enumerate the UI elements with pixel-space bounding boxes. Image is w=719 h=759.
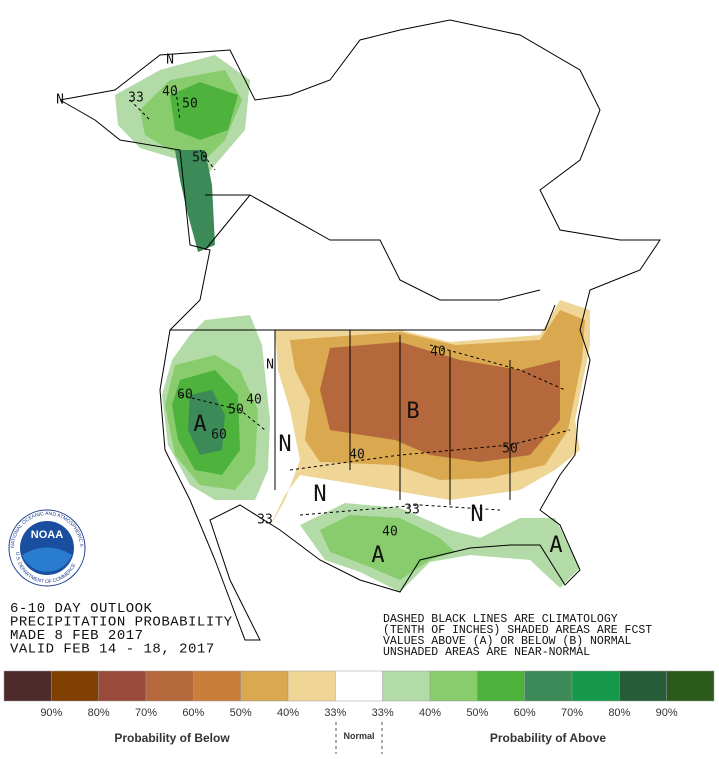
legend-swatch	[429, 670, 478, 702]
legend-label: 80%	[608, 707, 630, 719]
legend-label: 33%	[372, 707, 394, 719]
note-line: UNSHADED AREAS ARE NEAR-NORMAL	[383, 646, 590, 659]
map-label: B	[406, 399, 419, 424]
map-label: 50	[192, 151, 208, 166]
legend-swatch	[287, 670, 336, 702]
map-label: N	[313, 482, 326, 507]
legend-above: Probability of Above	[490, 731, 607, 745]
east-below-50	[320, 342, 560, 462]
map-label: N	[266, 358, 274, 373]
map-label: 40	[246, 393, 262, 408]
map-label: 60	[177, 388, 193, 403]
note-line: DASHED BLACK LINES ARE CLIMATOLOGY	[383, 613, 618, 626]
map-label: N	[278, 432, 291, 457]
map-label: N	[470, 502, 483, 527]
logo-wave	[22, 547, 72, 572]
legend-swatch	[240, 670, 289, 702]
map: N N 33 40 50 50 N 60 50 40 A 60 N N 33 4…	[56, 19, 661, 641]
map-label: N	[56, 93, 64, 108]
map-label: 40	[162, 85, 178, 100]
legend-label: 70%	[135, 707, 157, 719]
coastline	[59, 19, 661, 641]
legend-swatch	[524, 670, 573, 702]
logo-name: NOAA	[31, 529, 63, 541]
map-label: 40	[430, 345, 446, 360]
legend-label: 90%	[656, 707, 678, 719]
title-line: MADE 8 FEB 2017	[10, 628, 144, 644]
west-above-60	[188, 390, 225, 455]
map-label: 50	[228, 403, 244, 418]
map-label: N	[166, 53, 174, 68]
title-line: 6-10 DAY OUTLOOK	[10, 601, 153, 617]
legend-normal: Normal	[343, 731, 374, 741]
climatology-lines	[129, 84, 571, 516]
legend-swatch	[477, 670, 525, 702]
map-label: 60	[211, 428, 227, 443]
panhandle-above	[175, 150, 215, 252]
note-line: VALUES ABOVE (A) OR BELOW (B) NORMAL	[383, 635, 632, 648]
map-label: 33	[257, 513, 273, 528]
legend: Probability of Below Normal Probability …	[3, 670, 715, 754]
map-label: 33	[128, 91, 144, 106]
map-label: A	[371, 543, 384, 568]
legend-swatch	[571, 670, 620, 702]
note-block: DASHED BLACK LINES ARE CLIMATOLOGY(TENTH…	[383, 613, 652, 659]
title-line: VALID FEB 14 - 18, 2017	[10, 642, 215, 658]
alaska-above-50	[170, 82, 238, 140]
borders	[170, 194, 556, 505]
logo-ring-top: NATIONAL OCEANIC AND ATMOSPHERIC ADMINIS…	[0, 0, 84, 548]
map-label: 40	[349, 448, 365, 463]
legend-swatch	[98, 670, 147, 702]
note-line: (TENTH OF INCHES) SHADED AREAS ARE FCST	[383, 624, 652, 637]
legend-label: 70%	[561, 707, 583, 719]
legend-swatch	[619, 670, 667, 702]
legend-label: 40%	[277, 707, 299, 719]
legend-label: 50%	[230, 707, 252, 719]
logo-ring-text: NATIONAL OCEANIC AND ATMOSPHERIC ADMINIS…	[0, 0, 84, 548]
title-line: PRECIPITATION PROBABILITY	[10, 615, 233, 631]
legend-label: 40%	[419, 707, 441, 719]
noaa-logo: NOAA NATIONAL OCEANIC AND ATMOSPHERIC AD…	[0, 0, 86, 587]
map-label: 40	[382, 525, 398, 540]
map-label: A	[193, 412, 206, 437]
map-label: 50	[182, 97, 198, 112]
legend-below: Probability of Below	[114, 731, 230, 745]
map-label: 33	[404, 503, 420, 518]
legend-swatch	[666, 670, 715, 702]
legend-label: 90%	[40, 707, 62, 719]
legend-label: 60%	[514, 707, 536, 719]
legend-label: 80%	[88, 707, 110, 719]
legend-swatch	[382, 670, 431, 702]
legend-label: 60%	[182, 707, 204, 719]
south-above-40	[320, 515, 455, 580]
legend-swatch	[193, 670, 241, 702]
legend-label: 33%	[324, 707, 346, 719]
legend-swatch	[3, 670, 52, 702]
map-label: A	[549, 533, 562, 558]
legend-swatch	[335, 670, 383, 702]
legend-swatch	[145, 670, 194, 702]
legend-swatch	[51, 670, 99, 702]
legend-label: 50%	[466, 707, 488, 719]
map-label: 50	[502, 442, 518, 457]
